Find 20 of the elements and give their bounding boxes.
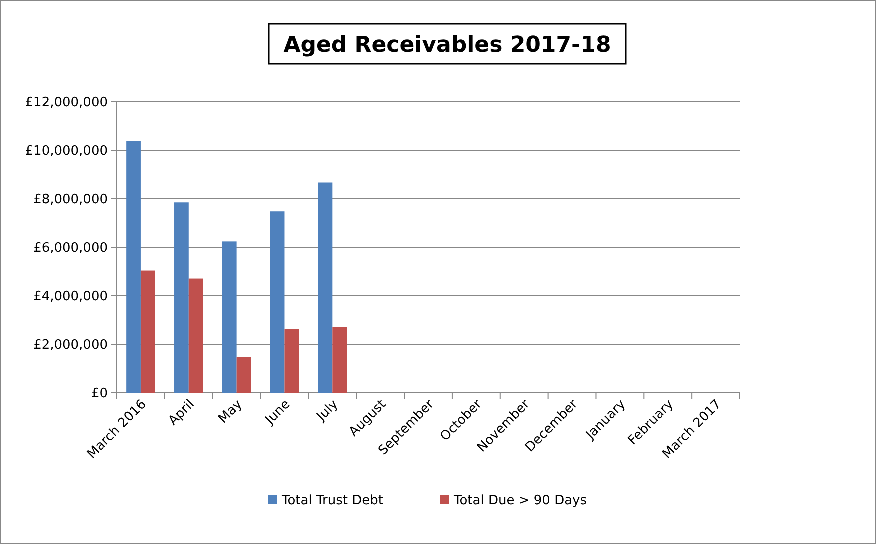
bar	[222, 242, 237, 393]
bar	[236, 357, 252, 393]
chart-title: Aged Receivables 2017-18	[284, 33, 612, 58]
bar	[332, 327, 348, 393]
bar	[174, 202, 189, 393]
bar	[270, 212, 285, 393]
bar	[140, 270, 156, 393]
bar	[284, 329, 300, 393]
y-tick-label: £4,000,000	[34, 290, 108, 305]
bar	[188, 278, 204, 393]
y-tick-label: £8,000,000	[34, 192, 108, 208]
legend-label: Total Due > 90 Days	[453, 494, 588, 509]
bar	[318, 182, 333, 393]
legend-label: Total Trust Debt	[281, 494, 384, 509]
y-tick-label: £2,000,000	[34, 338, 108, 354]
y-tick-label: £10,000,000	[25, 144, 108, 160]
bar	[126, 141, 141, 393]
y-tick-label: £6,000,000	[34, 241, 108, 256]
y-tick-label: £12,000,000	[25, 96, 108, 111]
y-tick-label: £0	[91, 386, 108, 402]
